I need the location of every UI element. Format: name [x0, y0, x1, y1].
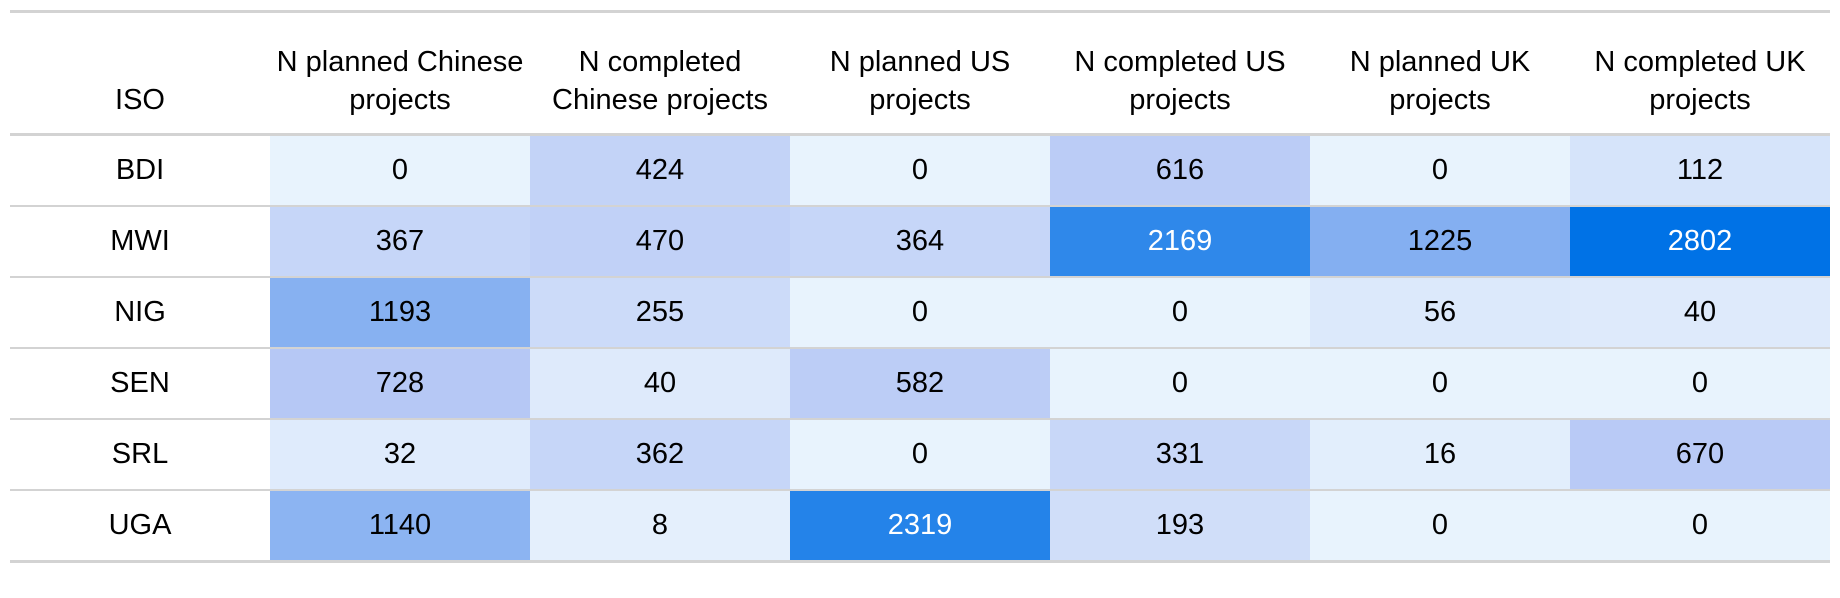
column-header-completed-uk: N completed UK projects — [1570, 11, 1830, 136]
row-label-iso: UGA — [10, 489, 270, 562]
cell-completed-us: 0 — [1050, 276, 1310, 348]
table-row: SEN 728 40 582 0 0 0 — [10, 347, 1830, 419]
row-label-iso: NIG — [10, 276, 270, 348]
table-row: MWI 367 470 364 2169 1225 2802 — [10, 205, 1830, 277]
data-table-container: ISO N planned Chinese projects N complet… — [10, 10, 1830, 563]
table-row: NIG 1193 255 0 0 56 40 — [10, 276, 1830, 348]
cell-planned-uk: 0 — [1310, 489, 1570, 562]
row-label-iso: MWI — [10, 205, 270, 277]
table-row: BDI 0 424 0 616 0 112 — [10, 134, 1830, 206]
column-header-iso: ISO — [10, 11, 270, 136]
cell-planned-us: 582 — [790, 347, 1050, 419]
table-body: BDI 0 424 0 616 0 112 MWI 367 470 364 2169 1225 2802 N… — [10, 134, 1830, 562]
cell-planned-uk: 56 — [1310, 276, 1570, 348]
cell-completed-chinese: 470 — [530, 205, 790, 277]
cell-planned-uk: 1225 — [1310, 205, 1570, 277]
cell-completed-us: 331 — [1050, 418, 1310, 490]
cell-planned-us: 2319 — [790, 489, 1050, 562]
row-label-iso: BDI — [10, 134, 270, 206]
cell-completed-uk: 670 — [1570, 418, 1830, 490]
cell-planned-us: 0 — [790, 134, 1050, 206]
column-header-completed-us: N completed US projects — [1050, 11, 1310, 136]
cell-planned-us: 0 — [790, 276, 1050, 348]
cell-completed-uk: 112 — [1570, 134, 1830, 206]
header-row: ISO N planned Chinese projects N complet… — [10, 11, 1830, 136]
cell-completed-us: 0 — [1050, 347, 1310, 419]
cell-planned-chinese: 0 — [270, 134, 530, 206]
cell-planned-uk: 16 — [1310, 418, 1570, 490]
table-row: UGA 1140 8 2319 193 0 0 — [10, 489, 1830, 562]
cell-planned-uk: 0 — [1310, 347, 1570, 419]
column-header-planned-uk: N planned UK projects — [1310, 11, 1570, 136]
cell-planned-chinese: 32 — [270, 418, 530, 490]
cell-completed-chinese: 424 — [530, 134, 790, 206]
cell-completed-chinese: 255 — [530, 276, 790, 348]
cell-completed-chinese: 362 — [530, 418, 790, 490]
cell-completed-us: 193 — [1050, 489, 1310, 562]
cell-planned-chinese: 1193 — [270, 276, 530, 348]
row-label-iso: SRL — [10, 418, 270, 490]
cell-planned-uk: 0 — [1310, 134, 1570, 206]
cell-planned-chinese: 1140 — [270, 489, 530, 562]
cell-planned-chinese: 728 — [270, 347, 530, 419]
cell-completed-us: 2169 — [1050, 205, 1310, 277]
cell-planned-chinese: 367 — [270, 205, 530, 277]
cell-completed-chinese: 40 — [530, 347, 790, 419]
projects-table: ISO N planned Chinese projects N complet… — [10, 10, 1830, 563]
cell-completed-uk: 40 — [1570, 276, 1830, 348]
cell-completed-uk: 0 — [1570, 347, 1830, 419]
cell-planned-us: 0 — [790, 418, 1050, 490]
cell-completed-us: 616 — [1050, 134, 1310, 206]
column-header-planned-us: N planned US projects — [790, 11, 1050, 136]
column-header-completed-chinese: N completed Chinese projects — [530, 11, 790, 136]
column-header-planned-chinese: N planned Chinese projects — [270, 11, 530, 136]
cell-completed-uk: 0 — [1570, 489, 1830, 562]
table-row: SRL 32 362 0 331 16 670 — [10, 418, 1830, 490]
cell-completed-chinese: 8 — [530, 489, 790, 562]
cell-planned-us: 364 — [790, 205, 1050, 277]
cell-completed-uk: 2802 — [1570, 205, 1830, 277]
row-label-iso: SEN — [10, 347, 270, 419]
table-header: ISO N planned Chinese projects N complet… — [10, 11, 1830, 136]
